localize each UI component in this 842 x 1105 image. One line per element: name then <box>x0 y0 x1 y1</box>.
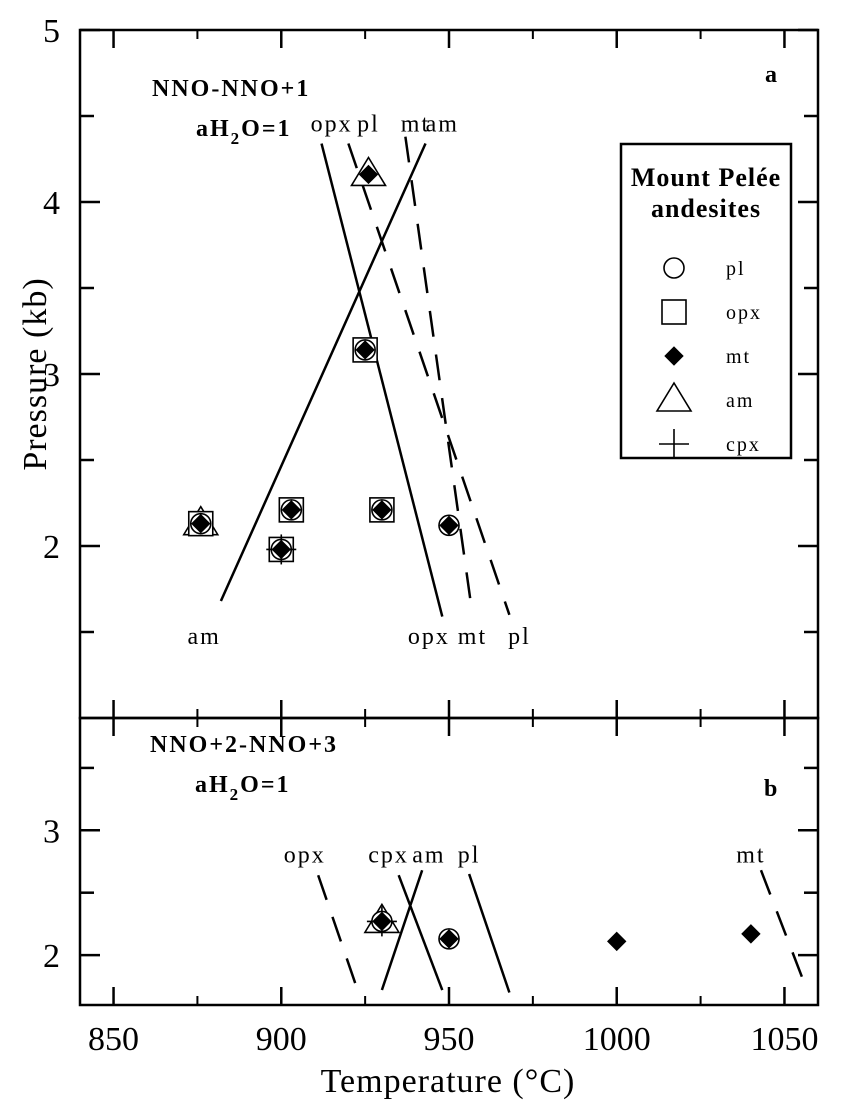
legend-label-mt: mt <box>726 346 751 368</box>
legend-marker-pl <box>663 257 685 279</box>
data-point-a-6 <box>266 534 297 565</box>
marker-diamond <box>355 340 375 360</box>
legend-title-line1: Mount Pelée <box>631 163 781 192</box>
curve-b-mt-4 <box>759 869 810 993</box>
data-points <box>182 155 761 952</box>
legend-label-opx: opx <box>726 302 762 324</box>
panel-b-conditions-line2: aH2O=1 <box>195 772 291 804</box>
x-tick-label-1000: 1000 <box>583 1021 651 1058</box>
y-tick-label-b-2: 2 <box>43 938 60 975</box>
data-point-a-3 <box>278 497 305 523</box>
curve-label-a-top-pl-1: pl <box>357 111 380 137</box>
curve-label-a-top-opx-0: opx <box>311 111 353 137</box>
legend-items: pl opx mt am cpx <box>655 257 762 459</box>
marker-diamond <box>741 924 761 944</box>
curve-label-a-bottom-opx-1: opx <box>408 624 450 650</box>
y-tick-label-a-4: 4 <box>43 185 60 222</box>
marker-diamond <box>281 500 302 520</box>
marker-diamond <box>439 515 459 536</box>
panel-b-conditions-line1: NNO+2-NNO+3 <box>150 732 338 758</box>
marker-diamond <box>372 500 392 520</box>
legend-marker-am <box>655 381 693 412</box>
axis-ticks: 850 900 950 1000 1050 2 3 4 5 2 3 <box>43 13 818 1058</box>
curve-a-mt-3 <box>404 136 474 615</box>
curve-label-a-bottom-pl-3: pl <box>508 624 531 650</box>
legend-marker-mt <box>664 346 684 366</box>
curve-label-b-top-cpx-1: cpx <box>368 843 409 869</box>
marker-diamond <box>372 911 392 932</box>
data-point-a-5 <box>438 514 460 537</box>
legend-marker-cpx <box>659 429 689 459</box>
x-tick-label-1050: 1050 <box>750 1021 818 1058</box>
data-point-b-0 <box>363 902 401 937</box>
curve-label-a-bottom-am-0: am <box>187 624 220 650</box>
curve-label-b-top-mt-4: mt <box>736 843 765 869</box>
panel-b-label: b <box>764 776 779 802</box>
curve-b-cpx-1 <box>397 874 444 991</box>
panel-a-conditions-line2: aH2O=1 <box>196 116 292 148</box>
legend-box <box>619 142 793 460</box>
marker-diamond <box>607 931 627 952</box>
panel-a-conditions-line1: NNO-NNO+1 <box>152 76 310 102</box>
x-tick-label-850: 850 <box>88 1021 139 1058</box>
y-axis-title: Pressure (kb) <box>17 277 54 470</box>
marker-diamond <box>271 539 291 560</box>
y-tick-label-a-2: 2 <box>43 529 60 566</box>
curve-label-a-top-am-3: am <box>426 111 459 137</box>
data-point-a-1 <box>352 337 378 363</box>
curve-label-b-top-am-2: am <box>412 843 445 869</box>
curve-a-pl-2 <box>347 143 511 616</box>
data-point-a-0 <box>350 155 387 187</box>
legend-label-pl: pl <box>726 258 746 280</box>
curve-label-a-top-mt-2: mt <box>401 111 430 137</box>
curve-b-pl-3 <box>467 873 511 993</box>
phase-boundary-curves <box>219 136 810 993</box>
x-axis-title: Temperature (°C) <box>321 1063 576 1100</box>
marker-diamond <box>191 513 211 534</box>
legend-marker-opx <box>661 299 687 325</box>
marker-diamond <box>439 929 459 949</box>
legend-label-am: am <box>726 390 754 412</box>
data-point-a-2 <box>182 505 220 537</box>
legend-title-line2: andesites <box>651 194 761 223</box>
curve-label-b-top-opx-0: opx <box>284 843 326 869</box>
curve-b-opx-0 <box>316 874 360 993</box>
curve-b-am-2 <box>380 869 424 991</box>
data-point-b-2 <box>607 931 627 952</box>
panel-a-label: a <box>765 62 779 88</box>
x-tick-label-950: 950 <box>424 1021 475 1058</box>
x-tick-label-900: 900 <box>256 1021 307 1058</box>
y-tick-label-a-3: 3 <box>43 357 60 394</box>
y-tick-label-b-3: 3 <box>43 813 60 850</box>
legend: Mount Pelée andesites pl opx mt am cpx <box>619 142 793 460</box>
curve-label-a-bottom-mt-2: mt <box>458 624 487 650</box>
y-tick-label-a-5: 5 <box>43 13 60 50</box>
curve-a-am-1 <box>219 143 427 602</box>
legend-label-cpx: cpx <box>726 434 761 456</box>
marker-diamond <box>358 164 379 185</box>
data-point-b-1 <box>438 928 460 950</box>
curve-a-opx-0 <box>320 143 444 617</box>
data-point-a-4 <box>369 497 395 523</box>
curve-label-b-top-pl-3: pl <box>458 843 481 869</box>
data-point-b-3 <box>741 924 761 944</box>
